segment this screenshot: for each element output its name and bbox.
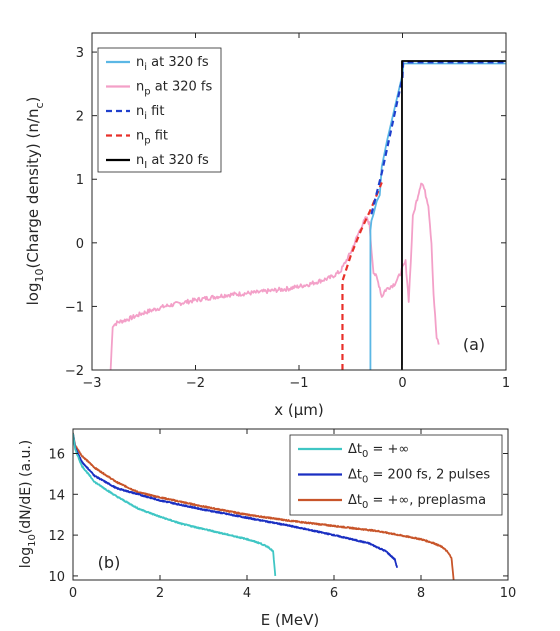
panel-a-ylabel-sub-c: c — [33, 102, 46, 108]
panel-a-xlabel: x (μm) — [274, 401, 324, 419]
legend-label: ni fit — [136, 104, 164, 122]
panel-a-ylabel-close: ) — [24, 97, 42, 103]
series-line-2 — [109, 182, 440, 370]
legend-label: Δt0 = 200 fs, 2 pulses — [348, 468, 490, 486]
series-line-1 — [369, 62, 506, 370]
series-line-3 — [73, 432, 455, 580]
panel-b-ylabel-sub: 10 — [27, 534, 38, 547]
series-line-5 — [401, 60, 506, 370]
series-line-1 — [73, 433, 277, 576]
x-tick-label: −3 — [82, 376, 101, 391]
panel-b-legend: Δt0 = +∞ Δt0 = 200 fs, 2 pulses Δt0 = +∞, … — [289, 434, 503, 516]
legend-label: Δt0 = +∞ — [348, 442, 409, 460]
y-tick-label: 0 — [76, 237, 84, 252]
x-tick-label: 2 — [156, 586, 164, 601]
y-tick-label: 12 — [48, 529, 65, 544]
panel-b-label: (b) — [98, 553, 121, 572]
y-tick-label: 14 — [48, 488, 65, 503]
panel-b-xlabel: E (MeV) — [261, 611, 319, 629]
y-tick-label: 3 — [76, 46, 84, 61]
x-tick-label: 6 — [330, 586, 338, 601]
legend-label: Δt0 = +∞, preplasma — [348, 493, 486, 511]
legend-label: ni at 320 fs — [136, 55, 209, 73]
y-tick-label: 16 — [48, 447, 65, 462]
panel-b-ylabel: log10(dN/dE) (a.u.) — [18, 440, 38, 569]
panel-a-series-group — [109, 60, 506, 370]
panel-b-axes-box — [72, 428, 509, 581]
panel-a-ylabel: log10(Charge density) (n/nc) — [24, 97, 46, 306]
x-tick-label: −2 — [186, 376, 205, 391]
x-tick-label: 1 — [502, 376, 510, 391]
x-tick-label: 10 — [500, 586, 517, 601]
panel-a-ylabel-sub: 10 — [33, 269, 46, 283]
panel-a-ylabel-rest: (Charge density) (n/n — [24, 109, 42, 269]
panel-b-ticks: 0 2 4 6 8 10 10 12 14 16 — [48, 429, 516, 601]
panel-a-label: (a) — [463, 335, 485, 354]
y-tick-label: 1 — [76, 173, 84, 188]
panel-a-legend: ni at 320 fs np at 320 fs ni fit np fit nI a… — [97, 47, 222, 173]
x-tick-label: 8 — [417, 586, 425, 601]
legend-label: nI at 320 fs — [136, 153, 209, 171]
panel-b-ylabel-rest: (dN/dE) (a.u.) — [18, 440, 34, 534]
y-tick-label: −2 — [65, 364, 84, 379]
panel-b-series-group — [73, 432, 455, 580]
series-line-2 — [73, 433, 398, 568]
y-tick-label: 2 — [76, 110, 84, 125]
x-tick-label: 4 — [243, 586, 251, 601]
x-tick-label: −1 — [289, 376, 308, 391]
y-tick-label: −1 — [65, 300, 84, 315]
x-tick-label: 0 — [69, 586, 77, 601]
panel-b: 0 2 4 6 8 10 10 12 14 16 E (MeV) log10(dN/dE) (a.… — [18, 428, 516, 629]
y-tick-label: 10 — [48, 570, 65, 585]
legend-label: np at 320 fs — [136, 80, 212, 98]
series-line-3 — [370, 61, 506, 215]
x-tick-label: 0 — [398, 376, 406, 391]
legend-label: np fit — [136, 129, 168, 147]
